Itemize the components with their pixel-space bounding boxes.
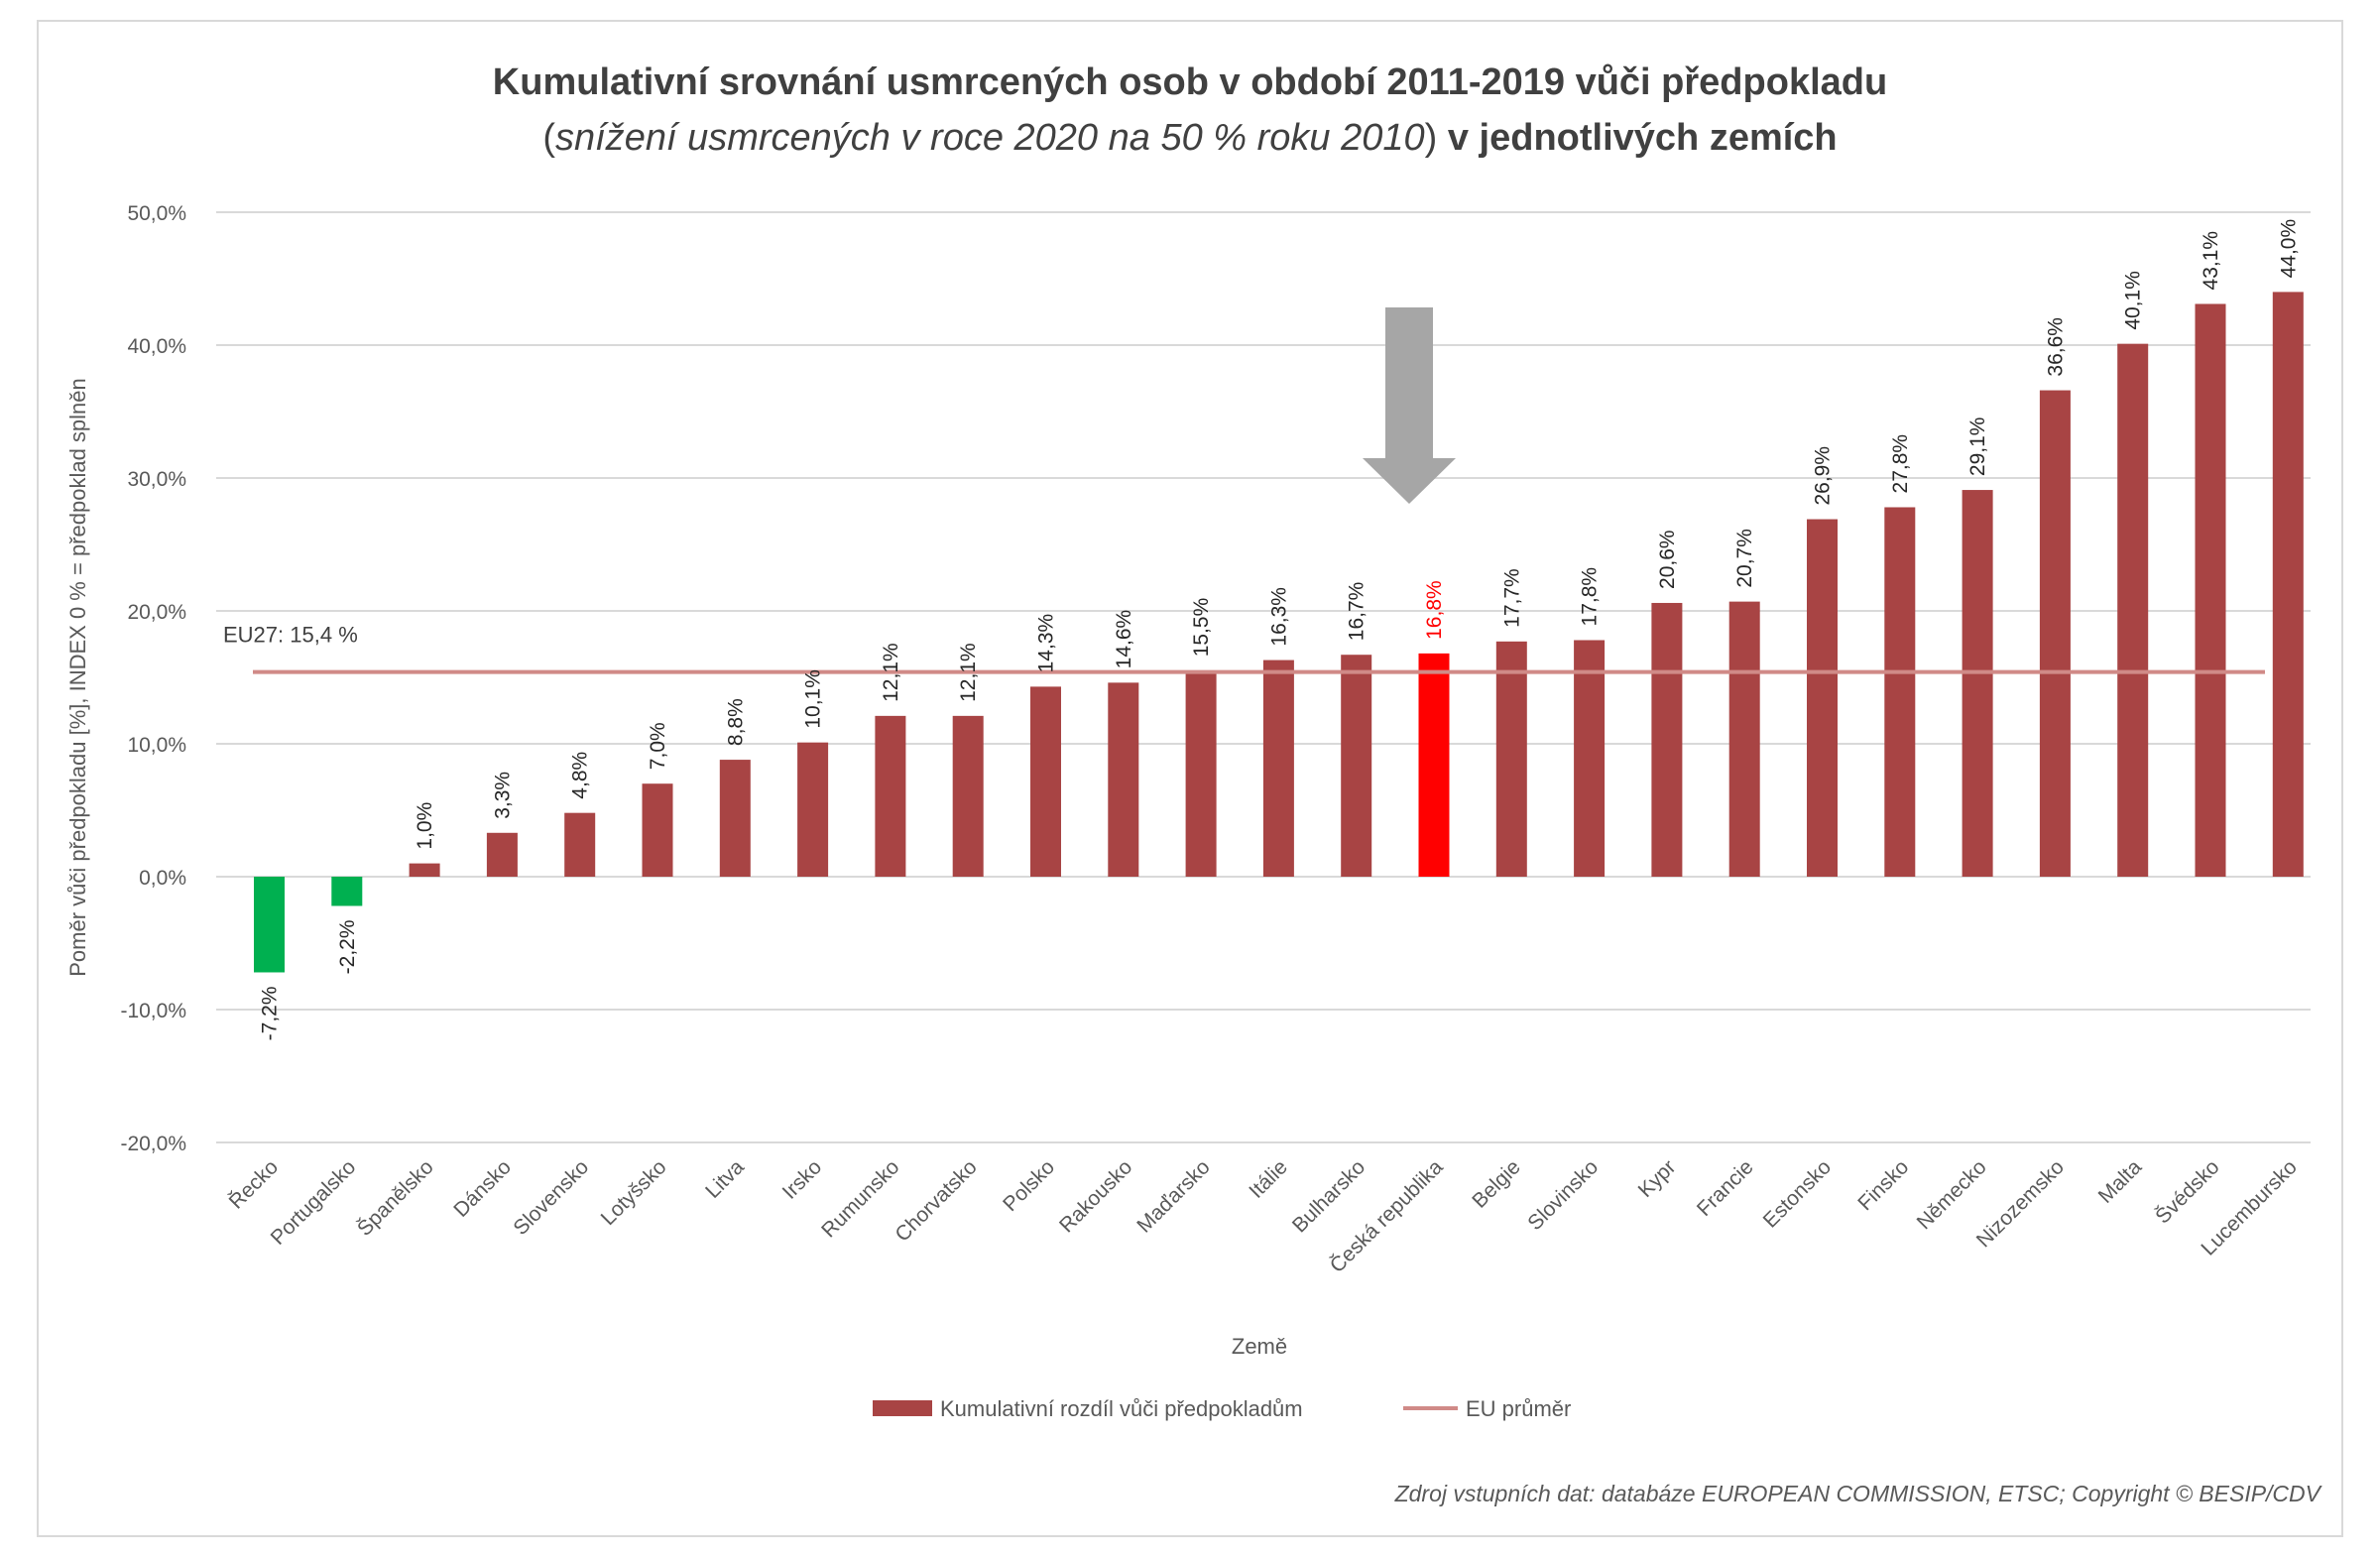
x-category-label: Irsko [778,1155,826,1203]
y-tick-label: 40,0% [127,335,186,358]
x-category-label: Bulharsko [1288,1155,1369,1237]
x-category-label: Chorvatsko [891,1155,981,1246]
x-category-label: Španělsko [353,1155,438,1241]
data-label: 40,1% [2122,271,2145,330]
data-label: 17,8% [1579,567,1602,627]
x-category-label: Dánsko [449,1155,516,1222]
x-category-label: Slovinsko [1523,1155,1603,1235]
x-category-label: Rakousko [1055,1155,1136,1237]
data-label: 44,0% [2277,219,2300,279]
y-tick-label: -20,0% [120,1133,186,1155]
bar-Itálie [1262,660,1294,877]
x-category-label: Itálie [1245,1155,1292,1203]
bar-Německo [1962,490,1993,877]
x-category-label: Belgie [1468,1155,1525,1213]
subtitle-paren-open: ( [542,117,556,159]
bar-Řecko [254,877,285,973]
y-tick-label: 50,0% [127,202,186,225]
y-tick-label: 0,0% [139,867,186,890]
data-label: 36,6% [2044,317,2067,377]
subtitle-italic: snížení usmrcených v roce 2020 na 50 % r… [555,117,1425,159]
data-label: 10,1% [802,669,825,729]
eu-average-label: EU27: 15,4 % [223,623,358,648]
x-category-label: Estonsko [1759,1155,1836,1232]
bar-Nizozemsko [2039,390,2071,877]
bar-Slovensko [564,812,596,877]
data-label: 27,8% [1889,434,1912,494]
legend-label-bars: Kumulativní rozdíl vůči předpokladům [940,1396,1303,1421]
chart-title: Kumulativní srovnání usmrcených osob v o… [492,61,1888,103]
legend-swatch-bars [873,1400,932,1416]
chart-subtitle: (snížení usmrcených v roce 2020 na 50 % … [0,117,2380,160]
x-category-label: Maďarsko [1132,1155,1214,1237]
highlight-arrow [1363,307,1456,504]
data-label: 3,3% [491,772,514,819]
x-category-label: Lotyšsko [597,1155,671,1230]
data-label: 4,8% [569,752,592,799]
bar-Maďarsko [1185,670,1217,877]
data-label: -7,2% [259,986,282,1040]
x-category-label: Kypr [1634,1155,1681,1202]
bar-Francie [1728,601,1760,877]
data-label: -2,2% [336,919,359,974]
y-tick-label: 30,0% [127,468,186,491]
data-label: 14,3% [1035,614,1058,673]
data-label: 29,1% [1966,418,1989,477]
data-label: 12,1% [880,643,902,702]
data-label: 12,1% [957,643,980,702]
data-label: 14,6% [1113,610,1135,669]
bar-Polsko [1030,686,1061,877]
x-category-label: Malta [2094,1155,2147,1208]
x-category-label: Švédsko [2151,1155,2223,1228]
data-label: 20,6% [1656,530,1679,589]
bar-Malta [2117,343,2149,877]
bar-Finsko [1884,507,1916,877]
source-note: Zdroj vstupních dat: databáze EUROPEAN C… [1394,1481,2320,1506]
bar-Lotyšsko [642,783,673,877]
y-tick-label: -10,0% [120,1000,186,1022]
x-category-label: Francie [1693,1155,1758,1221]
bar-Švédsko [2195,303,2226,878]
y-axis-title: Poměr vůči předpokladu [%], INDEX 0 % = … [65,378,90,977]
y-tick-label: 10,0% [127,734,186,757]
data-label: 16,3% [1267,587,1290,647]
data-label: 7,0% [647,722,669,770]
x-category-label: Finsko [1853,1155,1913,1215]
x-category-label: Slovensko [509,1155,593,1240]
bar-Belgie [1495,641,1527,877]
bar-Česká republika [1418,653,1450,877]
data-label: 16,8% [1423,580,1446,640]
legend-label-eu: EU průměr [1466,1396,1571,1421]
bar-Litva [719,760,751,877]
data-label: 26,9% [1812,446,1835,506]
x-category-label: Polsko [999,1155,1059,1216]
bar-Chorvatsko [952,715,984,877]
subtitle-bold: v jednotlivých zemích [1437,117,1838,159]
data-label: 43,1% [2200,231,2222,291]
data-label: 8,8% [724,698,747,746]
data-label: 16,7% [1346,582,1368,642]
bar-Rumunsko [875,715,906,877]
bar-Rakousko [1108,682,1139,877]
data-label: 17,7% [1500,568,1523,628]
x-axis-title: Země [1232,1334,1287,1359]
x-category-label: Německo [1913,1155,1991,1234]
subtitle-paren-close: ) [1424,117,1438,159]
data-label: 20,7% [1733,529,1756,588]
bar-Španělsko [409,863,440,877]
bar-Portugalsko [331,877,363,906]
x-category-label: Řecko [225,1155,283,1213]
bar-Irsko [797,742,829,877]
data-label: 1,0% [414,802,436,850]
bar-Kypr [1651,602,1683,877]
data-label: 15,5% [1190,598,1213,658]
bar-Bulharsko [1341,655,1372,877]
x-category-label: Litva [701,1155,749,1203]
bar-Slovinsko [1574,640,1606,877]
y-tick-label: 20,0% [127,601,186,624]
bar-Lucembursko [2272,292,2304,877]
bar-Estonsko [1807,519,1838,877]
bar-Dánsko [486,832,518,877]
